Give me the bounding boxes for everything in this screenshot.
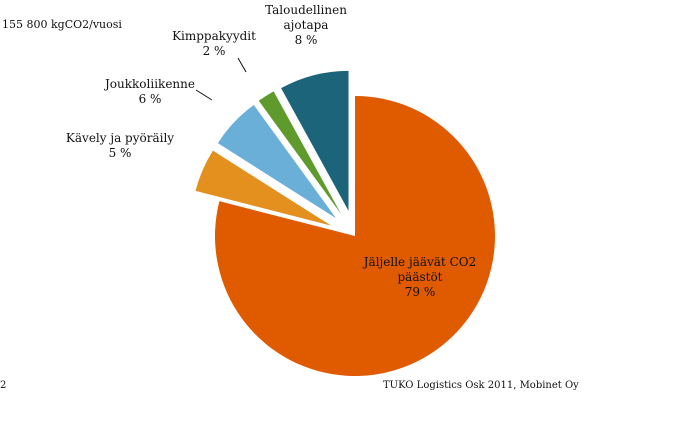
slice-label-1: Jäljelle jäävät CO2 päästöt 79 %	[362, 255, 476, 299]
slice-label-3: Joukkoliikenne 6 %	[103, 77, 195, 106]
leader-line-4	[237, 57, 247, 73]
slice-label-2: Kävely ja pyöräily 5 %	[66, 131, 174, 160]
pie-slice-4	[258, 91, 342, 215]
pie-slice-5	[281, 70, 349, 211]
slice-label-5: Taloudellinen ajotapa 8 %	[265, 3, 347, 47]
pie-slice-1	[215, 96, 495, 376]
leader-line-3	[195, 89, 213, 101]
pie-slice-2	[195, 150, 332, 226]
footer-left-text: 2	[0, 380, 7, 391]
source-credit: TUKO Logistics Osk 2011, Mobinet Oy	[383, 380, 579, 391]
slice-label-4: Kimppakyydit 2 %	[172, 29, 256, 58]
total-emissions-label: 155 800 kgCO2/vuosi	[2, 18, 122, 31]
pie-slice-3	[217, 104, 337, 219]
